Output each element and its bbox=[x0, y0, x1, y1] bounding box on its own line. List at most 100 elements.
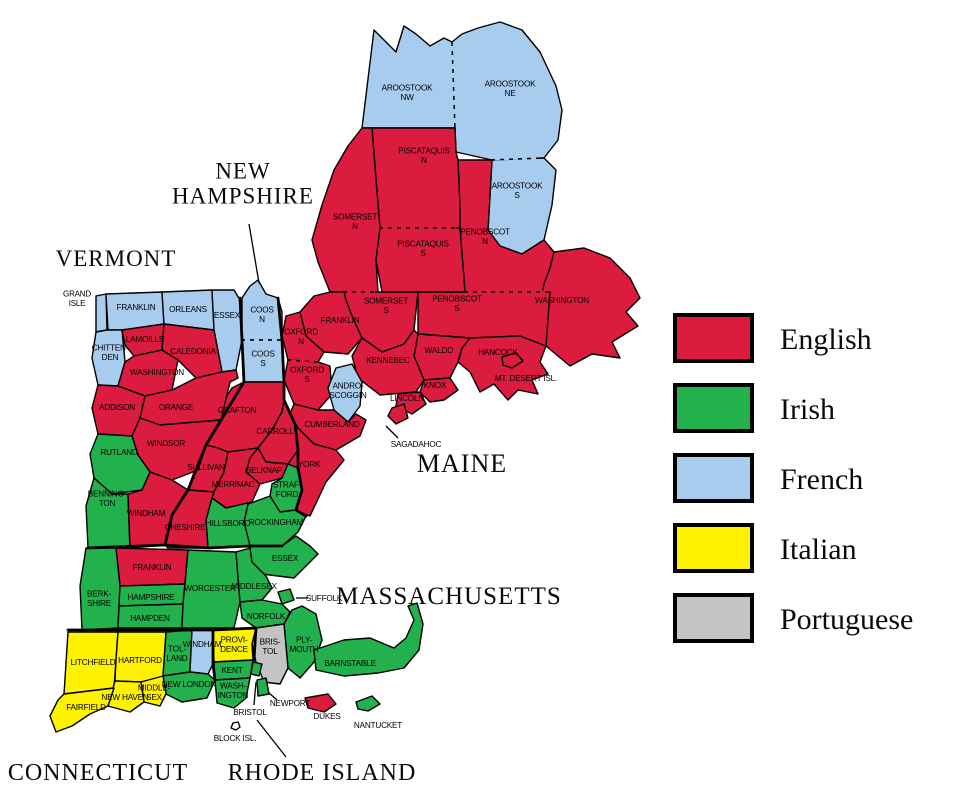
county-washington-me bbox=[537, 247, 641, 367]
county-label-androscoggin: ANDRO-SCOGGIN bbox=[329, 381, 367, 400]
county-hancock bbox=[457, 335, 549, 401]
county-label-aroostook-s: AROOSTOOK S bbox=[492, 181, 544, 200]
county-label-orleans: ORLEANS bbox=[169, 305, 207, 314]
county-label-windsor: WINDSOR bbox=[147, 439, 185, 448]
county-label-penobscot-s: PENOBSCOT S bbox=[432, 294, 482, 313]
state-border-5 bbox=[252, 626, 258, 662]
county-piscataquis-n bbox=[371, 127, 461, 229]
county-somerset-n bbox=[311, 127, 381, 293]
legend-label-french: French bbox=[780, 463, 863, 496]
county-label-new-haven: NEW HAVEN bbox=[101, 693, 148, 702]
county-label-kennebec: KENNEBEC bbox=[366, 356, 410, 365]
county-label-penobscot-n: PENOBSCOT N bbox=[460, 227, 510, 246]
county-sagadahoc bbox=[387, 403, 409, 425]
county-label-waldo: WALDO bbox=[425, 346, 454, 355]
county-label-franklin-ma: FRANKLIN bbox=[133, 563, 172, 572]
pointer-line-3 bbox=[385, 425, 399, 439]
county-label-franklin-vt: FRANKLIN bbox=[117, 303, 156, 312]
county-label-middlesex-ma: MIDDLESEX bbox=[231, 582, 277, 591]
county-label-norfolk: NORFOLK bbox=[247, 612, 286, 621]
county-label-strafford: STRAF-FORD bbox=[273, 480, 302, 499]
county-block-island bbox=[230, 721, 241, 731]
state-border-4 bbox=[211, 628, 217, 682]
county-label-hampden: HAMPDEN bbox=[130, 614, 170, 623]
county-label-washington-ri: WASH-INGTON bbox=[218, 681, 249, 700]
county-label-essex-vt: ESSEX bbox=[214, 311, 241, 320]
pointer-line-0 bbox=[248, 223, 260, 284]
county-label-fairfield: FAIRFIELD bbox=[66, 703, 106, 712]
county-label-bristol-ma: BRIS-TOL bbox=[260, 637, 281, 656]
county-label-essex-ma: ESSEX bbox=[272, 554, 299, 563]
county-newport bbox=[256, 677, 270, 697]
state-borders-layer bbox=[66, 296, 308, 682]
pointer-line-5 bbox=[267, 691, 278, 701]
county-new-london bbox=[162, 671, 216, 703]
county-windham-ct bbox=[189, 629, 214, 675]
county-label-cumberland: CUMBERLAND bbox=[304, 420, 360, 429]
county-label-chittenden: CHITTEN-DEN bbox=[92, 343, 129, 362]
state-label-new-hampshire: NEW HAMPSHIRE bbox=[172, 159, 314, 209]
county-label-belknap: BELKNAP bbox=[246, 466, 283, 475]
state-label-massachusetts: MASSACHUSETTS bbox=[336, 583, 562, 610]
county-label-middlesex-ct: MIDDLE-SEX bbox=[138, 683, 171, 702]
state-label-rhode-island: RHODE ISLAND bbox=[228, 760, 417, 786]
county-label-washington-me: WASHINGTON bbox=[535, 296, 589, 305]
county-washington-ri bbox=[214, 677, 251, 709]
county-label-orange: ORANGE bbox=[159, 403, 194, 412]
county-label-piscataquis-n: PISCATAQUIS N bbox=[398, 146, 450, 165]
county-label-barnstable: BARNSTABLE bbox=[324, 659, 376, 668]
state-border-2 bbox=[86, 543, 284, 550]
state-labels-layer: VERMONT NEW HAMPSHIRE MAINE MASSACHUSETTS CON… bbox=[8, 159, 562, 787]
dashed-county-split-0 bbox=[450, 45, 457, 125]
county-label-knox: KNOX bbox=[424, 381, 447, 390]
legend-item-portuguese: Portuguese bbox=[673, 593, 913, 643]
county-label-hartford: HARTFORD bbox=[118, 656, 162, 665]
county-label-hillsboro: HILLSBORO bbox=[205, 519, 250, 528]
county-label-cheshire: CHESHIRE bbox=[165, 523, 206, 532]
county-label-aroostook-ne: AROOSTOOK NE bbox=[485, 79, 537, 98]
dukes-label: DUKES bbox=[313, 712, 341, 721]
county-franklin-me bbox=[299, 291, 363, 355]
block-island-label: BLOCK ISL. bbox=[214, 734, 257, 743]
sagadahoc-label: SAGADAHOC bbox=[391, 440, 442, 449]
legend-item-french: French bbox=[673, 453, 863, 503]
legend-item-irish: Irish bbox=[673, 383, 835, 433]
pointer-lines-layer bbox=[248, 223, 399, 758]
county-label-aroostook-nw: AROOSTOOK NW bbox=[382, 83, 434, 102]
county-label-litchfield: LITCHFIELD bbox=[71, 658, 116, 667]
county-labels-layer: AROOSTOOK NW AROOSTOOK NE PISCATAQUIS N AROOST… bbox=[66, 79, 589, 712]
legend-swatch-irish bbox=[673, 383, 754, 433]
county-bristol-ri bbox=[250, 661, 263, 677]
county-aroostook-s bbox=[487, 157, 557, 255]
county-label-lincoln: LINCOLN bbox=[390, 394, 424, 403]
county-grand-isle bbox=[95, 293, 108, 333]
county-label-grafton: GRAFTON bbox=[218, 406, 257, 415]
county-label-hampshire: HAMPSHIRE bbox=[128, 593, 176, 602]
county-label-bennington: BENNING-TON bbox=[88, 489, 127, 508]
county-label-carroll: CARROLL bbox=[256, 427, 294, 436]
county-label-new-london: NEW LONDON bbox=[162, 680, 217, 689]
pointer-line-1 bbox=[256, 719, 287, 758]
county-label-lamoille: LAMOILLE bbox=[126, 335, 165, 344]
legend-item-english: English bbox=[673, 313, 872, 363]
nantucket-label: NANTUCKET bbox=[354, 721, 402, 730]
county-label-rockingham: ROCKINGHAM bbox=[249, 518, 304, 527]
counties-layer bbox=[49, 21, 641, 733]
county-label-windham-ct: WINDHAM bbox=[183, 640, 222, 649]
state-label-connecticut: CONNECTICUT bbox=[8, 760, 188, 786]
county-mt-desert bbox=[501, 352, 524, 369]
legend-swatch-italian bbox=[673, 523, 754, 573]
county-label-addison: ADDISON bbox=[99, 403, 135, 412]
county-androscoggin bbox=[327, 363, 363, 423]
county-label-worcester: WORCESTER bbox=[184, 584, 236, 593]
county-label-hancock: HANCOCK bbox=[478, 348, 518, 357]
county-suffolk bbox=[277, 588, 295, 605]
county-piscataquis-s bbox=[375, 227, 466, 293]
legend-label-english: English bbox=[780, 323, 872, 356]
dashed-county-split-1 bbox=[494, 156, 541, 161]
state-border-0 bbox=[163, 296, 246, 547]
county-label-berkshire: BERK-SHIRE bbox=[87, 589, 112, 608]
county-oxford-s bbox=[283, 359, 333, 411]
legend-label-portuguese: Portuguese bbox=[780, 603, 913, 636]
county-label-franklin-me: FRANKLIN bbox=[321, 316, 360, 325]
